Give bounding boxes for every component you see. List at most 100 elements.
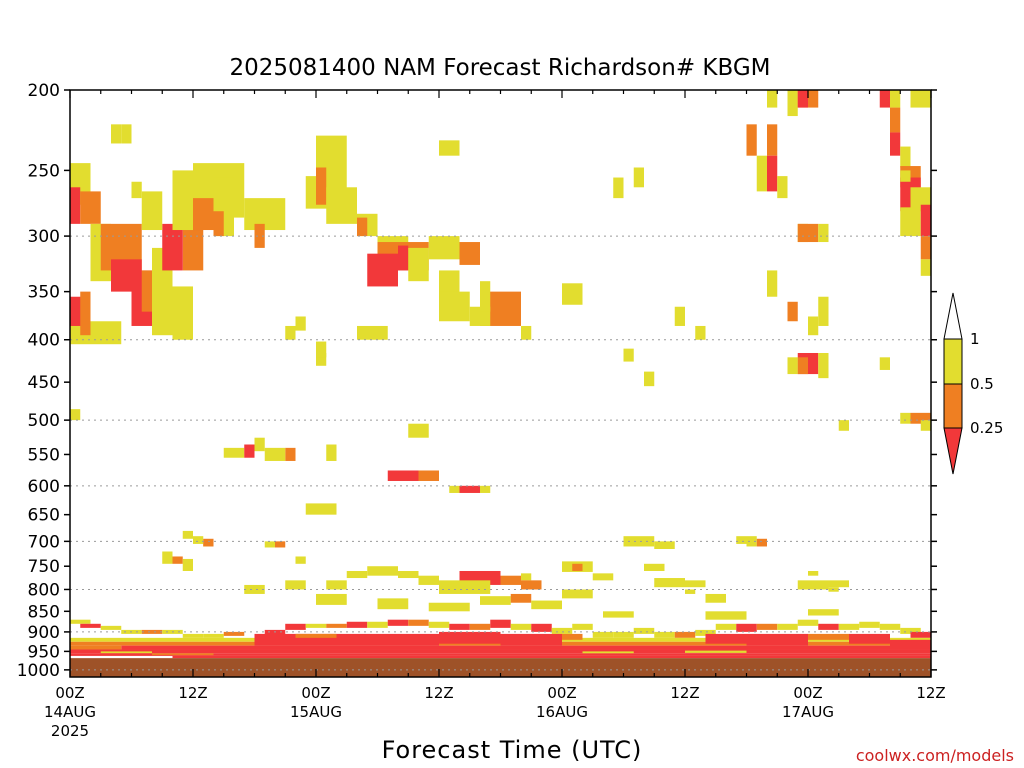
heatmap-cell — [326, 623, 347, 628]
y-tick-label: 450 — [28, 373, 60, 393]
x-tick-label: 12Z — [670, 684, 699, 702]
heatmap-cell — [797, 357, 808, 375]
heatmap-cell — [490, 619, 511, 628]
y-tick-label: 850 — [28, 602, 60, 622]
heatmap-cell — [172, 556, 183, 564]
heatmap-cell — [510, 593, 532, 603]
heatmap-cell — [879, 357, 890, 370]
heatmap-cell — [633, 627, 655, 634]
heatmap-cell — [910, 412, 931, 424]
x-tick-label: 15AUG — [290, 703, 342, 721]
heatmap-cell — [797, 619, 819, 626]
heatmap-cell — [890, 90, 901, 108]
heatmap-cell — [654, 578, 685, 588]
heatmap-cell — [162, 223, 183, 271]
heatmap-cell — [900, 170, 911, 182]
heatmap-cell — [418, 575, 439, 585]
heatmap-cell — [849, 633, 890, 644]
y-tick-label: 900 — [28, 623, 60, 643]
heatmap-cell — [818, 623, 839, 630]
heatmap-cell — [172, 170, 193, 231]
y-tick-label: 800 — [28, 580, 60, 600]
heatmap-cell — [623, 348, 634, 362]
heatmap-cell — [562, 633, 583, 640]
heatmap-cell — [500, 633, 562, 646]
heatmap-cell — [449, 485, 460, 493]
heatmap-cell — [767, 124, 778, 156]
heatmap-cell — [756, 623, 778, 630]
heatmap-cell — [818, 352, 829, 379]
heatmap-cell — [305, 503, 337, 515]
heatmap-cell — [80, 291, 91, 336]
heatmap-cell — [592, 573, 614, 581]
heatmap-cell — [695, 325, 706, 340]
heatmap-cell — [521, 573, 532, 581]
heatmap-cell — [756, 538, 767, 547]
heatmap-cell — [531, 600, 562, 610]
heatmap-cell — [193, 198, 214, 231]
x-tick-label: 00Z — [793, 684, 822, 702]
heatmap-cell — [357, 217, 368, 237]
heatmap-cell — [480, 485, 491, 493]
heatmap-cell — [172, 655, 931, 659]
heatmap-cell — [767, 270, 778, 297]
heatmap-cell — [172, 286, 193, 340]
heatmap-cell — [890, 107, 901, 133]
heatmap-cell — [121, 645, 931, 650]
heatmap-cell — [920, 236, 931, 260]
heatmap-cell — [787, 90, 798, 117]
heatmap-cell — [767, 155, 778, 192]
heatmap-cell — [920, 259, 931, 276]
heatmap-cell — [715, 623, 737, 630]
heatmap-cell — [859, 621, 880, 628]
x-tick-label: 17AUG — [782, 703, 834, 721]
heatmap-cell — [736, 536, 747, 544]
y-tick-label: 650 — [28, 506, 60, 526]
y-tick-label: 550 — [28, 445, 60, 465]
heatmap-cell — [295, 316, 306, 331]
heatmap-cell — [613, 177, 624, 199]
heatmap-cell — [562, 589, 593, 599]
legend-swatch — [943, 383, 963, 429]
heatmap-cell — [439, 291, 470, 322]
heatmap-cell — [890, 132, 901, 156]
heatmap-cell — [254, 223, 265, 248]
heatmap-cell — [459, 485, 480, 493]
heatmap-cell — [879, 90, 890, 108]
heatmap-cell — [746, 536, 757, 547]
heatmap-cell — [818, 223, 829, 243]
heatmap-cell — [777, 176, 788, 199]
heatmap-cell — [244, 584, 265, 594]
y-tick-label: 750 — [28, 557, 60, 577]
heatmap-cell — [162, 551, 173, 564]
heatmap-cell — [121, 124, 132, 144]
heatmap-cell — [100, 651, 152, 654]
heatmap-cell — [592, 631, 614, 638]
heatmap-cell — [480, 281, 491, 312]
heatmap-cell — [152, 653, 214, 656]
heatmap-cell — [316, 593, 347, 605]
heatmap-cell — [182, 223, 204, 271]
heatmap-cell — [377, 633, 439, 646]
heatmap-cell — [705, 633, 747, 644]
heatmap-cell — [562, 283, 583, 305]
heatmap-cell — [254, 437, 265, 452]
y-tick-label: 500 — [28, 411, 60, 431]
heatmap-cell — [295, 633, 337, 638]
heatmap-cell — [70, 409, 81, 421]
heatmap-cell — [736, 623, 757, 632]
heatmap-cell — [603, 611, 634, 618]
heatmap-cell — [264, 629, 286, 636]
color-legend: 1 0.5 0.25 — [943, 292, 1003, 475]
heatmap-cell — [428, 236, 460, 260]
heatmap-cell — [80, 623, 101, 628]
source-credit: coolwx.com/models — [856, 746, 1014, 765]
heatmap-cell — [357, 325, 388, 340]
heatmap-cell — [275, 541, 286, 548]
heatmap-cell — [264, 447, 286, 461]
heatmap-cell — [756, 155, 767, 192]
heatmap-cell — [808, 633, 849, 640]
heatmap-cell — [285, 580, 306, 590]
heatmap-cell — [316, 341, 327, 358]
